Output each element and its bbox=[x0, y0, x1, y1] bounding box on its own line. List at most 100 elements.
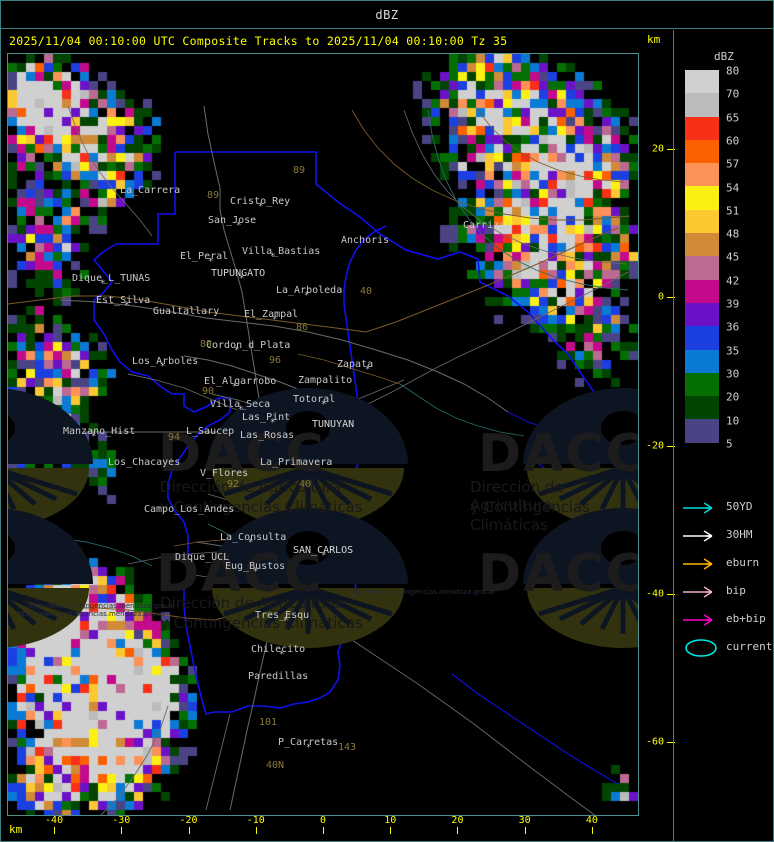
y-axis-tick bbox=[667, 741, 675, 743]
colorbar-title: dBZ bbox=[714, 50, 734, 63]
x-axis-tick bbox=[121, 827, 123, 834]
colorbar-level-label: 10 bbox=[726, 414, 740, 427]
colorbar-swatch[interactable] bbox=[685, 326, 719, 350]
city-marker: * bbox=[91, 432, 97, 442]
colorbar-level-label: 51 bbox=[726, 204, 740, 218]
legend-arrow-icon bbox=[683, 586, 713, 598]
colorbar-level-label: 48 bbox=[726, 227, 740, 241]
legend-arrow-icon bbox=[683, 502, 713, 514]
colorbar-level-label: 45 bbox=[726, 250, 740, 264]
legend-item-label: 30HM bbox=[726, 528, 753, 541]
colorbar-swatch[interactable] bbox=[685, 419, 719, 443]
x-axis-tick-label: 20 bbox=[451, 815, 464, 826]
legend-arrow-icon bbox=[683, 558, 713, 570]
colorbar-level-label: 36 bbox=[726, 320, 740, 334]
x-axis-tick-label: 10 bbox=[384, 815, 397, 826]
x-axis-tick-label: -20 bbox=[179, 815, 198, 826]
legend-arrow-icon bbox=[683, 530, 713, 542]
city-marker: * bbox=[248, 538, 254, 548]
city-marker: * bbox=[239, 274, 245, 284]
colorbar-swatch[interactable] bbox=[685, 396, 719, 420]
city-marker: * bbox=[238, 405, 244, 415]
legend-item[interactable]: eb+bip bbox=[674, 607, 774, 635]
y-axis-tick-label: -60 bbox=[645, 736, 664, 748]
dacc-watermark-url: http://www.contingencias.mendoza.gov.ar bbox=[348, 588, 496, 596]
x-axis-tick bbox=[188, 827, 190, 834]
colorbar-swatch[interactable] bbox=[685, 209, 719, 234]
colorbar-level-label: 80 bbox=[726, 64, 740, 78]
legend-item[interactable]: 50YD bbox=[674, 495, 774, 523]
city-marker: * bbox=[283, 616, 289, 626]
legend-arrow-icon bbox=[683, 614, 713, 626]
legend-item[interactable]: eburn bbox=[674, 551, 774, 579]
colorbar-level-label: 39 bbox=[726, 297, 740, 311]
colorbar-swatch[interactable] bbox=[685, 116, 719, 140]
window-title: dBZ bbox=[375, 7, 399, 22]
city-marker: * bbox=[365, 365, 371, 375]
scan-timestamp-text: 2025/11/04 00:10:00 UTC Composite Tracks… bbox=[9, 34, 508, 48]
legend-item[interactable]: 30HM bbox=[674, 523, 774, 551]
colorbar-panel: dBZ 50YD 30HM eburn bip eb+bip current 80 70 65… bbox=[673, 30, 774, 842]
y-axis-unit-label: km bbox=[647, 33, 661, 46]
colorbar-level-label: 57 bbox=[726, 157, 740, 171]
y-axis: 20 0 -20 -40 -60 bbox=[641, 53, 675, 816]
colorbar-swatch[interactable] bbox=[685, 256, 719, 280]
colorbar-level-label: 70 bbox=[726, 87, 740, 101]
legend-current-ellipse-icon bbox=[685, 639, 717, 657]
colorbar-level-label: 65 bbox=[726, 111, 740, 125]
track-legend: 50YD 30HM eburn bip eb+bip current bbox=[674, 495, 774, 663]
x-axis-tick-label: 0 bbox=[319, 815, 327, 826]
colorbar-swatch[interactable] bbox=[685, 233, 719, 257]
colorbar-swatch[interactable] bbox=[685, 279, 719, 303]
x-axis-tick bbox=[390, 827, 392, 834]
colorbar-swatch[interactable] bbox=[685, 93, 719, 117]
colorbar-swatch[interactable] bbox=[685, 349, 719, 373]
colorbar-level-label: 5 bbox=[726, 437, 733, 451]
header-row: 2025/11/04 00:10:00 UTC Composite Tracks… bbox=[1, 30, 667, 52]
legend-item-label: 50YD bbox=[726, 500, 753, 513]
x-axis-tick-label: -40 bbox=[45, 815, 64, 826]
city-marker: * bbox=[208, 257, 214, 267]
colorbar-level-label: 30 bbox=[726, 367, 740, 381]
colorbar-swatch[interactable] bbox=[685, 163, 719, 187]
x-axis-tick-label: -30 bbox=[112, 815, 131, 826]
dacc-watermark-url: http://www.contingencias.mendoza.gov.ar bbox=[28, 602, 176, 610]
colorbar-swatches[interactable] bbox=[685, 70, 719, 443]
radar-map-frame[interactable]: DACC DACC DACC DACC Dirección de Agricultura… bbox=[7, 53, 639, 816]
y-axis-tick bbox=[667, 297, 675, 299]
city-marker: * bbox=[270, 418, 276, 428]
colorbar-level-label: 35 bbox=[726, 344, 740, 358]
colorbar-swatch[interactable] bbox=[685, 302, 719, 327]
city-marker: * bbox=[234, 346, 240, 356]
y-axis-tick bbox=[667, 593, 675, 595]
city-marker: * bbox=[321, 551, 327, 561]
colorbar-level-label: 20 bbox=[726, 390, 740, 404]
city-marker: * bbox=[236, 221, 242, 231]
x-axis: -40 -30 -20 -10 0 10 20 30 40 bbox=[7, 815, 639, 841]
legend-item-label: eb+bip bbox=[726, 612, 766, 625]
city-marker: * bbox=[160, 362, 166, 372]
x-axis-tick bbox=[524, 827, 526, 834]
legend-item[interactable]: current bbox=[674, 635, 774, 663]
x-axis-tick-label: 40 bbox=[585, 815, 598, 826]
colorbar-level-label: 60 bbox=[726, 134, 740, 148]
legend-item[interactable]: bip bbox=[674, 579, 774, 607]
colorbar-level-label: 54 bbox=[726, 181, 740, 194]
radar-map-canvas[interactable]: DACC DACC DACC DACC Dirección de Agricultura… bbox=[8, 54, 638, 815]
colorbar-swatch[interactable] bbox=[685, 186, 719, 210]
colorbar-level-label: 42 bbox=[726, 274, 740, 288]
x-axis-tick bbox=[457, 827, 459, 834]
dacc-watermark-url: http://www.contingencias.mendoza.gov.ar bbox=[18, 610, 166, 618]
legend-item-label: bip bbox=[726, 584, 746, 597]
x-axis-tick bbox=[54, 827, 56, 834]
city-marker: * bbox=[321, 400, 327, 410]
colorbar-swatch[interactable] bbox=[685, 139, 719, 164]
colorbar-swatch[interactable] bbox=[685, 372, 719, 397]
window-titlebar: dBZ bbox=[1, 1, 773, 29]
city-marker: * bbox=[279, 650, 285, 660]
x-axis-tick bbox=[591, 827, 593, 834]
colorbar-swatch[interactable] bbox=[685, 70, 719, 94]
x-axis-tick bbox=[323, 827, 324, 834]
city-marker: * bbox=[306, 743, 312, 753]
